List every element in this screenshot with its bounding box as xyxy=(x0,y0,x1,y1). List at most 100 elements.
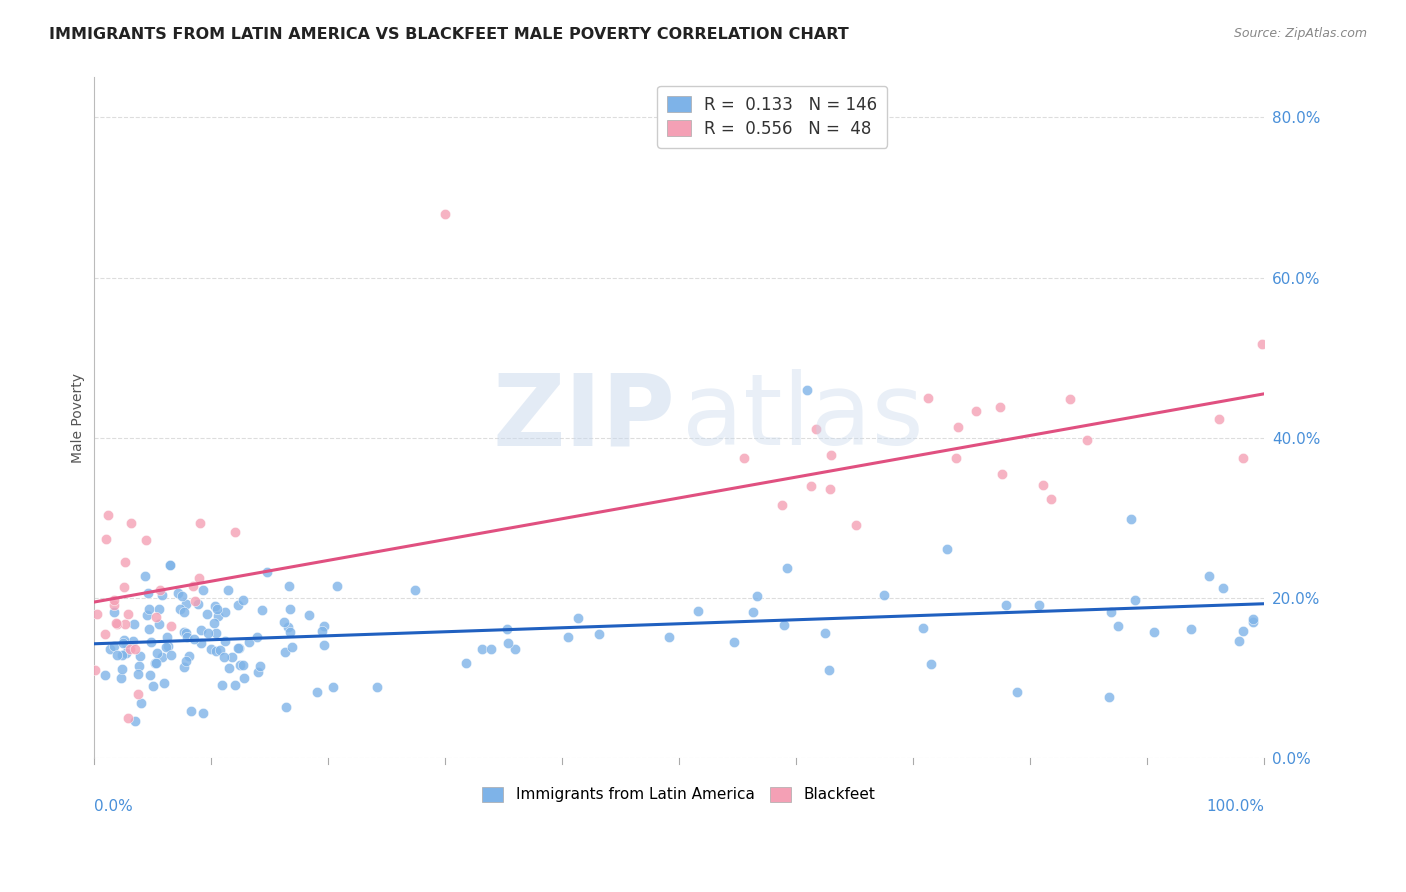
Point xyxy=(946,420,969,434)
Point xyxy=(920,657,942,671)
Point xyxy=(103,593,125,607)
Point xyxy=(1032,478,1054,492)
Point xyxy=(159,558,181,573)
Point xyxy=(129,649,152,664)
Point xyxy=(990,467,1012,482)
Point xyxy=(94,667,117,681)
Point xyxy=(917,391,939,405)
Point xyxy=(433,206,456,220)
Point xyxy=(229,657,252,672)
Point xyxy=(121,633,143,648)
Point xyxy=(366,681,388,695)
Point xyxy=(180,704,202,718)
Point xyxy=(122,616,145,631)
Point xyxy=(190,635,212,649)
Point xyxy=(688,604,710,618)
Point xyxy=(479,642,502,657)
Point xyxy=(207,608,229,623)
Point xyxy=(1059,392,1081,406)
Point xyxy=(273,615,295,629)
Text: Source: ZipAtlas.com: Source: ZipAtlas.com xyxy=(1233,27,1367,40)
Point xyxy=(557,631,579,645)
Point xyxy=(911,621,934,635)
Point xyxy=(173,605,195,619)
Point xyxy=(723,635,745,649)
Point xyxy=(159,558,181,573)
Point xyxy=(173,625,195,640)
Point xyxy=(197,626,219,640)
Point xyxy=(152,676,174,690)
Point xyxy=(274,644,297,658)
Point xyxy=(117,607,139,621)
Point xyxy=(1227,634,1250,648)
Point xyxy=(1241,612,1264,626)
Point xyxy=(1039,492,1062,507)
Point xyxy=(305,684,328,698)
Point xyxy=(155,640,177,655)
Point xyxy=(1076,434,1098,448)
Point xyxy=(190,516,212,531)
Point xyxy=(498,636,520,650)
Point xyxy=(277,620,299,634)
Point xyxy=(190,623,212,637)
Point xyxy=(124,642,146,657)
Point xyxy=(278,601,301,615)
Point xyxy=(148,617,170,632)
Point xyxy=(804,422,827,436)
Point xyxy=(112,636,135,650)
Point xyxy=(174,625,197,640)
Point xyxy=(110,671,132,685)
Point xyxy=(873,588,896,602)
Point xyxy=(169,602,191,616)
Point xyxy=(149,582,172,597)
Point xyxy=(247,665,270,680)
Point xyxy=(138,622,160,636)
Point xyxy=(112,580,135,594)
Point xyxy=(94,627,117,641)
Y-axis label: Male Poverty: Male Poverty xyxy=(72,373,86,463)
Point xyxy=(183,578,205,592)
Point xyxy=(1180,623,1202,637)
Point xyxy=(143,656,166,670)
Text: ZIP: ZIP xyxy=(492,369,675,467)
Point xyxy=(209,642,232,657)
Point xyxy=(84,663,107,677)
Point xyxy=(145,656,167,670)
Point xyxy=(131,697,153,711)
Point xyxy=(103,605,125,619)
Text: atlas: atlas xyxy=(682,369,924,467)
Point xyxy=(800,479,823,493)
Point xyxy=(146,646,169,660)
Point xyxy=(150,588,173,602)
Point xyxy=(160,619,183,633)
Point xyxy=(86,607,108,621)
Point xyxy=(567,611,589,625)
Point xyxy=(214,633,236,648)
Point xyxy=(193,706,215,721)
Point xyxy=(111,648,134,663)
Point xyxy=(1005,685,1028,699)
Point xyxy=(221,650,243,665)
Text: 100.0%: 100.0% xyxy=(1206,799,1264,814)
Point xyxy=(250,603,273,617)
Point xyxy=(124,714,146,728)
Point xyxy=(187,597,209,611)
Point xyxy=(311,624,333,638)
Point xyxy=(127,667,149,681)
Text: 0.0%: 0.0% xyxy=(94,799,132,814)
Point xyxy=(770,498,793,512)
Point xyxy=(588,627,610,641)
Point xyxy=(1028,598,1050,612)
Point xyxy=(246,630,269,644)
Point xyxy=(188,571,211,585)
Point xyxy=(733,450,755,465)
Point xyxy=(204,599,226,613)
Point xyxy=(138,602,160,616)
Point xyxy=(176,630,198,644)
Point xyxy=(281,640,304,654)
Point xyxy=(276,699,298,714)
Point xyxy=(167,586,190,600)
Point xyxy=(114,555,136,569)
Point xyxy=(103,599,125,613)
Point xyxy=(96,508,118,523)
